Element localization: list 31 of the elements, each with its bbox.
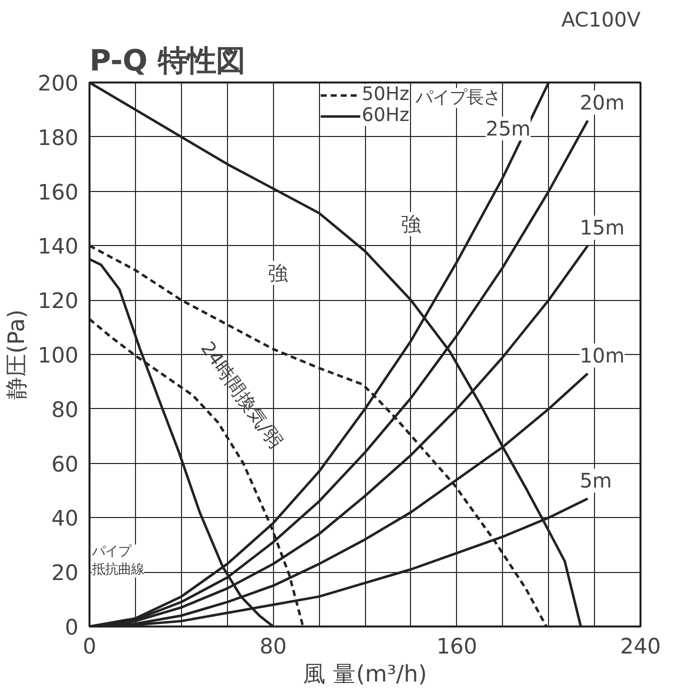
y-tick-label: 80 xyxy=(51,398,78,423)
annotation: 強 xyxy=(400,212,421,236)
text: AC100V xyxy=(561,8,641,32)
series-label: 25m xyxy=(486,116,531,140)
chart-title: P-Q 特性図 xyxy=(90,44,245,78)
series-label: 10m xyxy=(580,344,625,368)
x-tick-label: 80 xyxy=(260,634,287,660)
series-label: 5m xyxy=(580,468,612,493)
y-tick-label: 200 xyxy=(38,72,79,96)
y-tick-label: 20 xyxy=(51,561,78,586)
y-tick-label: 40 xyxy=(51,506,78,532)
y-tick-label: 60 xyxy=(51,452,78,478)
annotation: 24時間換気/弱 xyxy=(196,338,286,452)
y-tick-label: 120 xyxy=(38,289,79,314)
y-tick-label: 180 xyxy=(38,126,79,151)
annotation: 強 xyxy=(268,260,288,285)
annotation: パイプ長さ xyxy=(414,88,501,108)
legend-label: 60Hz xyxy=(362,105,410,126)
x-tick-label: 160 xyxy=(436,634,478,660)
x-tick-label: 0 xyxy=(82,634,96,660)
annotation: パイプ抵抗曲線 xyxy=(90,544,144,578)
y-tick-label: 140 xyxy=(38,234,79,260)
x-tick-label: 240 xyxy=(620,634,661,660)
series-label: 20m xyxy=(580,90,625,115)
series-label: 15m xyxy=(580,216,625,240)
y-tick-label: 100 xyxy=(38,344,79,368)
y-tick-label: 160 xyxy=(38,180,79,206)
legend-label: 50Hz xyxy=(362,84,410,105)
x-axis-title: 風 量(m³/h) xyxy=(302,662,428,688)
y-axis-title: 静圧(Pa) xyxy=(4,309,30,400)
y-tick-label: 0 xyxy=(64,616,79,640)
